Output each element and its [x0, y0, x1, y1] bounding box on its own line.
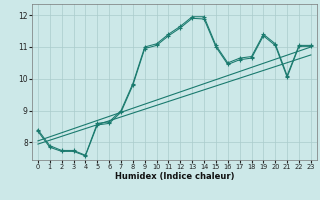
- X-axis label: Humidex (Indice chaleur): Humidex (Indice chaleur): [115, 172, 234, 181]
